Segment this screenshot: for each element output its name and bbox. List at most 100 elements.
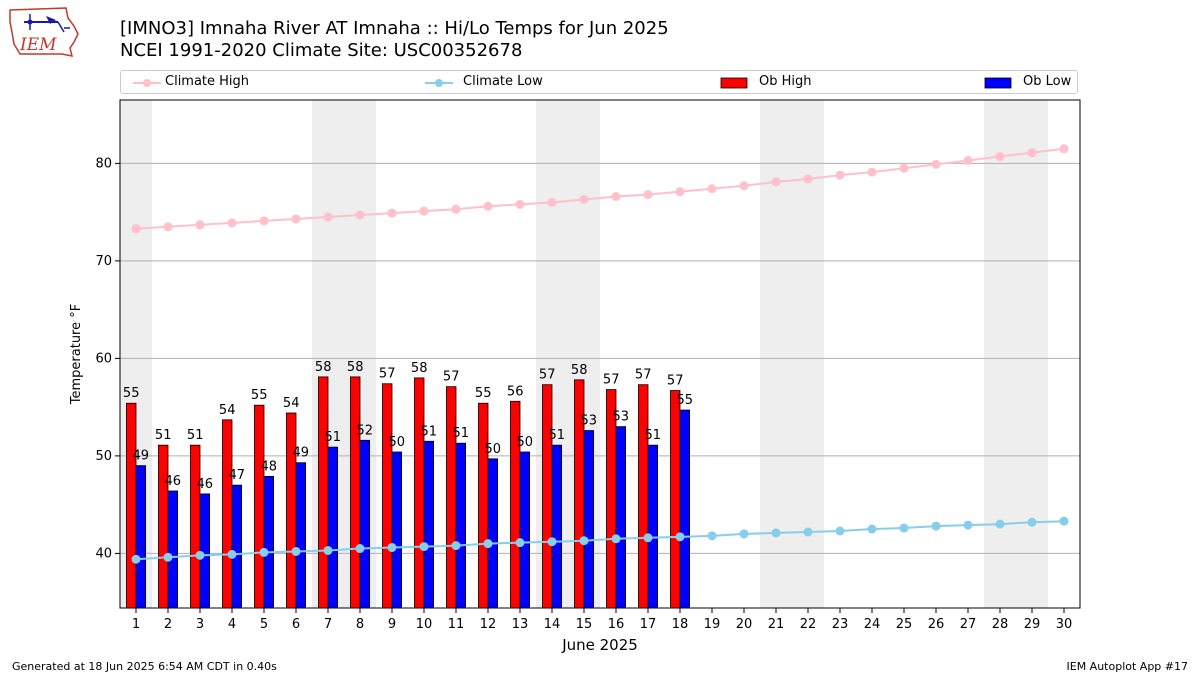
climate-low-point-day-11 — [451, 541, 461, 551]
climate-high-point-day-2 — [163, 222, 173, 232]
ob-low-bar-day-16 — [615, 426, 627, 609]
x-tick-label-26: 26 — [928, 617, 945, 632]
ob-low-bar-day-9 — [391, 451, 403, 609]
x-tick-label-8: 8 — [356, 617, 364, 632]
climate-low-point-day-7 — [323, 545, 333, 555]
observed-bars — [126, 376, 691, 609]
x-tick-label-15: 15 — [576, 617, 593, 632]
legend-ob-high-label: Ob High — [759, 74, 812, 89]
ob-high-label-day-14: 57 — [539, 368, 556, 383]
ob-high-bar-day-6 — [285, 412, 297, 609]
legend-climate-high-label: Climate High — [165, 74, 250, 89]
climate-low-point-day-26 — [931, 521, 941, 531]
climate-lines — [131, 144, 1069, 564]
climate-high-point-day-23 — [835, 170, 845, 180]
x-tick-label-2: 2 — [164, 617, 172, 632]
climate-high-point-day-25 — [899, 163, 909, 173]
x-tick-label-25: 25 — [896, 617, 913, 632]
climate-high-point-day-22 — [803, 174, 813, 184]
ob-high-bar-day-12 — [477, 402, 489, 609]
climate-low-point-day-25 — [899, 523, 909, 533]
climate-high-point-day-27 — [963, 155, 973, 165]
climate-low-point-day-15 — [579, 536, 589, 546]
climate-low-point-day-30 — [1059, 516, 1069, 526]
ob-high-label-day-5: 55 — [251, 388, 268, 403]
ob-low-label-day-4: 47 — [229, 468, 246, 483]
ob-high-label-day-1: 55 — [123, 386, 140, 401]
x-tick-label-18: 18 — [672, 617, 689, 632]
y-tick-label-80: 80 — [95, 156, 112, 171]
x-tick-label-14: 14 — [544, 617, 561, 632]
ob-high-label-day-17: 57 — [635, 368, 652, 383]
climate-high-point-day-28 — [995, 152, 1005, 162]
climate-high-point-day-1 — [131, 224, 141, 234]
x-tick-label-10: 10 — [416, 617, 433, 632]
ob-low-label-day-6: 49 — [293, 446, 310, 461]
climate-low-point-day-14 — [547, 537, 557, 547]
ob-high-label-day-11: 57 — [443, 370, 460, 385]
ob-low-bar-day-18 — [679, 409, 691, 609]
climate-low-point-day-28 — [995, 519, 1005, 529]
climate-low-point-day-4 — [227, 549, 237, 559]
y-axis-label: Temperature °F — [69, 304, 84, 405]
x-tick-label-4: 4 — [228, 617, 236, 632]
weekend-band-day-22 — [792, 100, 824, 608]
ob-low-label-day-10: 51 — [421, 424, 438, 439]
climate-high-point-day-3 — [195, 220, 205, 230]
x-tick-label-22: 22 — [800, 617, 817, 632]
climate-high-point-day-10 — [419, 206, 429, 216]
x-tick-label-13: 13 — [512, 617, 529, 632]
grid-lines — [120, 162, 1080, 554]
ob-high-bar-day-17 — [638, 384, 649, 609]
ob-high-label-day-4: 54 — [219, 403, 236, 418]
climate-high-point-day-20 — [739, 181, 749, 191]
ob-high-label-day-13: 56 — [507, 384, 524, 399]
x-tick-label-17: 17 — [640, 617, 657, 632]
ob-low-label-day-9: 50 — [389, 435, 406, 450]
x-tick-label-19: 19 — [704, 617, 721, 632]
climate-low-point-day-9 — [387, 543, 397, 553]
ob-high-label-day-10: 58 — [411, 361, 428, 376]
climate-low-line — [135, 520, 1065, 561]
x-tick-label-12: 12 — [480, 617, 497, 632]
ob-low-bar-day-3 — [199, 493, 211, 609]
generated-timestamp: Generated at 18 Jun 2025 6:54 AM CDT in … — [12, 660, 277, 673]
climate-low-point-day-20 — [739, 529, 749, 539]
ob-high-label-day-8: 58 — [347, 360, 364, 375]
ob-high-label-day-15: 58 — [571, 363, 588, 378]
ob-high-bar-day-5 — [253, 404, 265, 609]
ob-low-label-day-14: 51 — [549, 428, 566, 443]
ob-low-label-day-11: 51 — [453, 426, 470, 441]
climate-low-point-day-22 — [803, 527, 813, 537]
x-tick-label-23: 23 — [832, 617, 849, 632]
ob-high-label-day-18: 57 — [667, 374, 684, 389]
climate-low-point-day-23 — [835, 526, 845, 536]
x-tick-label-20: 20 — [736, 617, 753, 632]
ob-low-bar-day-5 — [263, 475, 275, 609]
climate-low-point-day-12 — [483, 539, 493, 549]
y-tick-label-40: 40 — [95, 546, 112, 561]
ob-high-label-day-2: 51 — [155, 428, 172, 443]
x-tick-label-16: 16 — [608, 617, 625, 632]
ob-low-label-day-7: 51 — [325, 430, 342, 445]
ob-high-label-day-3: 51 — [187, 428, 204, 443]
x-tick-label-6: 6 — [292, 617, 300, 632]
climate-high-point-day-4 — [227, 218, 237, 228]
ob-high-bar-day-7 — [317, 376, 329, 609]
ob-low-label-day-1: 49 — [133, 449, 150, 464]
ob-high-bar-day-2 — [157, 444, 169, 609]
x-tick-label-29: 29 — [1024, 617, 1041, 632]
ob-high-label-day-6: 54 — [283, 396, 300, 411]
climate-low-point-day-5 — [259, 547, 269, 557]
chart-subtitle: NCEI 1991-2020 Climate Site: USC00352678 — [120, 40, 523, 61]
x-tick-label-28: 28 — [992, 617, 1009, 632]
climate-high-point-day-5 — [259, 216, 269, 226]
climate-high-point-day-15 — [579, 194, 589, 204]
climate-high-point-day-8 — [355, 210, 365, 220]
climate-low-point-day-27 — [963, 520, 973, 530]
y-tick-label-50: 50 — [95, 449, 112, 464]
ob-low-label-day-12: 50 — [485, 442, 502, 457]
climate-high-point-day-17 — [643, 190, 653, 200]
